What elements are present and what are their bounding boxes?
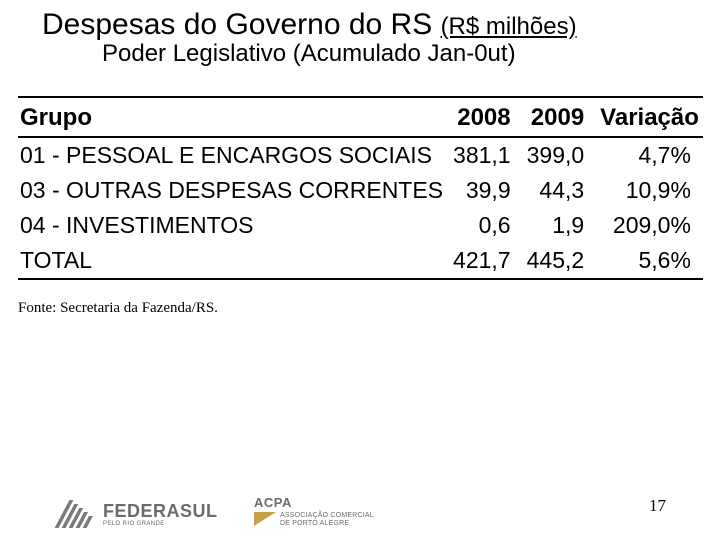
col-2009: 2009 [525,97,599,137]
col-variacao: Variação [598,97,703,137]
cell-label: 01 - PESSOAL E ENCARGOS SOCIAIS [18,137,451,173]
data-table: Grupo 2008 2009 Variação 01 - PESSOAL E … [18,96,703,280]
federasul-bars-icon [55,500,105,528]
title-main: Despesas do Governo do RS [42,8,441,41]
federasul-tagline: PELO RIO GRANDE [103,521,218,527]
cell-2008: 381,1 [451,137,525,173]
logo-acpa: ACPA ASSOCIAÇÃO COMERCIAL DE PORTO ALEGR… [254,495,374,528]
acpa-tagline: ASSOCIAÇÃO COMERCIAL DE PORTO ALEGRE [280,512,374,528]
title-unit: (R$ milhões) [441,13,577,40]
logo-federasul: FEDERASUL PELO RIO GRANDE [62,500,218,528]
data-table-wrap: Grupo 2008 2009 Variação 01 - PESSOAL E … [18,96,702,280]
source-note: Fonte: Secretaria da Fazenda/RS. [18,300,720,317]
cell-var: 5,6% [598,243,703,279]
acpa-triangle-icon [254,512,276,526]
table-row: 03 - OUTRAS DESPESAS CORRENTES 39,9 44,3… [18,173,703,208]
cell-2008: 0,6 [451,208,525,243]
table-row-total: TOTAL 421,7 445,2 5,6% [18,243,703,279]
federasul-text: FEDERASUL PELO RIO GRANDE [103,502,218,527]
cell-label: TOTAL [18,243,451,279]
table-row: 01 - PESSOAL E ENCARGOS SOCIAIS 381,1 39… [18,137,703,173]
cell-2008: 421,7 [451,243,525,279]
cell-label: 03 - OUTRAS DESPESAS CORRENTES [18,173,451,208]
footer: FEDERASUL PELO RIO GRANDE ACPA ASSOCIAÇÃ… [0,472,720,528]
cell-label: 04 - INVESTIMENTOS [18,208,451,243]
cell-2009: 1,9 [525,208,599,243]
cell-2009: 445,2 [525,243,599,279]
acpa-name: ACPA [254,495,292,510]
cell-var: 10,9% [598,173,703,208]
table-header-row: Grupo 2008 2009 Variação [18,97,703,137]
federasul-name: FEDERASUL [103,502,218,520]
table-row: 04 - INVESTIMENTOS 0,6 1,9 209,0% [18,208,703,243]
cell-2009: 44,3 [525,173,599,208]
col-2008: 2008 [451,97,525,137]
cell-2009: 399,0 [525,137,599,173]
cell-var: 4,7% [598,137,703,173]
col-grupo: Grupo [18,97,451,137]
page-number: 17 [649,496,666,516]
slide-title-area: Despesas do Governo do RS (R$ milhões) P… [0,0,720,68]
cell-var: 209,0% [598,208,703,243]
title-subtitle: Poder Legislativo (Acumulado Jan-0ut) [42,40,690,68]
cell-2008: 39,9 [451,173,525,208]
